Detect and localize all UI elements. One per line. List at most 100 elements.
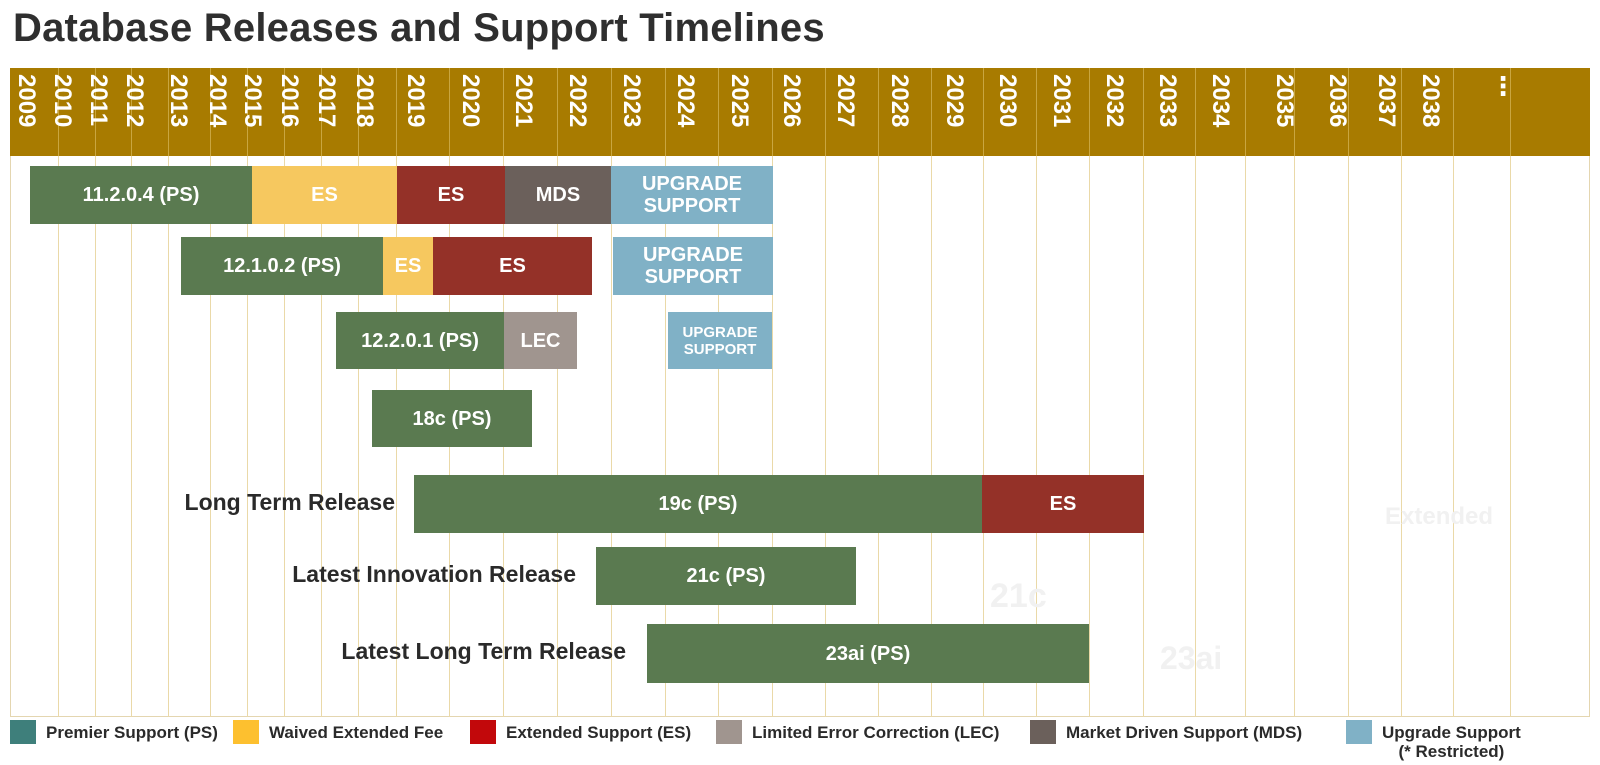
gridline <box>825 68 826 717</box>
header-gridline <box>168 68 169 156</box>
legend-text: Extended Support (ES) <box>506 720 691 742</box>
header-gridline <box>449 68 450 156</box>
bar-upgrade: UPGRADE SUPPORT <box>668 312 772 369</box>
legend-text: Market Driven Support (MDS) <box>1066 720 1302 742</box>
gridline <box>557 68 558 717</box>
header-gridline <box>1143 68 1144 156</box>
gridline <box>358 68 359 717</box>
page-title: Database Releases and Support Timelines <box>13 6 825 50</box>
year-label: ⋮ <box>1490 71 1516 101</box>
year-label: 2036 <box>1324 74 1351 128</box>
gridline <box>1245 68 1246 717</box>
legend-item: Premier Support (PS) <box>10 720 218 744</box>
bar-premier: 19c (PS) <box>414 475 982 533</box>
year-label: 2011 <box>85 74 112 127</box>
gridline <box>1401 68 1402 717</box>
header-gridline <box>503 68 504 156</box>
header-gridline <box>358 68 359 156</box>
row-label: Long Term Release <box>184 489 395 515</box>
bar-premier: 21c (PS) <box>596 547 856 605</box>
bar-extended: ES <box>397 166 505 224</box>
legend-swatch <box>470 720 496 744</box>
header-gridline <box>1245 68 1246 156</box>
bar-extended: ES <box>982 475 1144 533</box>
legend: Premier Support (PS) Waived Extended Fee E… <box>10 720 1590 765</box>
legend-label: Upgrade Support <box>1382 723 1521 742</box>
header-gridline <box>1401 68 1402 156</box>
year-label: 2015 <box>239 74 266 128</box>
gridline <box>284 68 285 717</box>
bar-waived: ES <box>383 237 433 295</box>
header-gridline <box>321 68 322 156</box>
legend-label: Premier Support (PS) <box>46 723 218 742</box>
header-gridline <box>665 68 666 156</box>
year-label: 2035 <box>1271 74 1298 128</box>
header-gridline <box>1453 68 1454 156</box>
year-label: 2027 <box>832 74 859 128</box>
gridline <box>878 68 879 717</box>
year-label: 2013 <box>165 74 192 128</box>
bar-label: LEC <box>520 329 561 352</box>
bar-lec: LEC <box>504 312 577 369</box>
header-gridline <box>825 68 826 156</box>
year-label: 2023 <box>618 74 645 128</box>
bar-label: ES <box>499 255 526 277</box>
legend-item: Limited Error Correction (LEC) <box>716 720 999 744</box>
gridline <box>718 68 719 717</box>
year-label: 2026 <box>778 74 805 128</box>
year-label: 2009 <box>13 74 40 128</box>
header-gridline <box>983 68 984 156</box>
legend-swatch <box>10 720 36 744</box>
bar-label: 12.2.0.1 (PS) <box>361 329 479 352</box>
bar-upgrade: UPGRADE SUPPORT <box>613 237 773 295</box>
gridline <box>772 68 773 717</box>
year-label: 2019 <box>402 74 429 128</box>
gridline <box>168 68 169 717</box>
year-label: 2025 <box>726 74 753 128</box>
year-label: 2028 <box>886 74 913 128</box>
header-gridline <box>718 68 719 156</box>
gridline <box>247 68 248 717</box>
bar-upgrade: UPGRADE SUPPORT <box>611 166 773 224</box>
gridline <box>1089 68 1090 717</box>
gridline <box>1348 68 1349 717</box>
year-header-band <box>10 68 1590 156</box>
year-label: 2034 <box>1207 74 1234 128</box>
bar-label: ES <box>394 255 422 277</box>
gridline <box>58 68 59 717</box>
bar-extended: ES <box>433 237 592 295</box>
legend-text: Premier Support (PS) <box>46 720 218 742</box>
bar-label: 19c (PS) <box>658 493 738 515</box>
header-gridline <box>396 68 397 156</box>
year-label: 2020 <box>457 74 484 128</box>
bar-label: MDS <box>535 184 581 206</box>
ghost-text: 23ai <box>1160 640 1223 676</box>
bar-label: ES <box>311 184 338 206</box>
year-label: 2031 <box>1048 74 1075 128</box>
header-gridline <box>931 68 932 156</box>
header-gridline <box>1036 68 1037 156</box>
year-label: 2016 <box>276 74 303 128</box>
bar-premier: 18c (PS) <box>372 390 532 447</box>
gridline <box>1036 68 1037 717</box>
legend-label: Limited Error Correction (LEC) <box>752 723 1000 742</box>
bar-label: ES <box>1049 493 1077 515</box>
gridline <box>95 68 96 717</box>
bar-premier: 11.2.0.4 (PS) <box>30 166 252 224</box>
gridline <box>210 68 211 717</box>
header-gridline <box>1195 68 1196 156</box>
legend-text: Waived Extended Fee <box>269 720 443 742</box>
header-gridline <box>95 68 96 156</box>
bar-label: UPGRADE SUPPORT <box>641 173 742 217</box>
legend-swatch <box>233 720 259 744</box>
row-label: Latest Innovation Release <box>292 561 576 587</box>
header-gridline <box>284 68 285 156</box>
gridline <box>1510 68 1511 717</box>
header-gridline <box>247 68 248 156</box>
bar-label: 18c (PS) <box>412 407 492 430</box>
bar-label: UPGRADE SUPPORT <box>682 323 758 358</box>
gridline <box>321 68 322 717</box>
year-label: 2012 <box>121 74 148 128</box>
timeline-frame <box>10 68 1590 717</box>
year-label: 2021 <box>510 74 537 128</box>
